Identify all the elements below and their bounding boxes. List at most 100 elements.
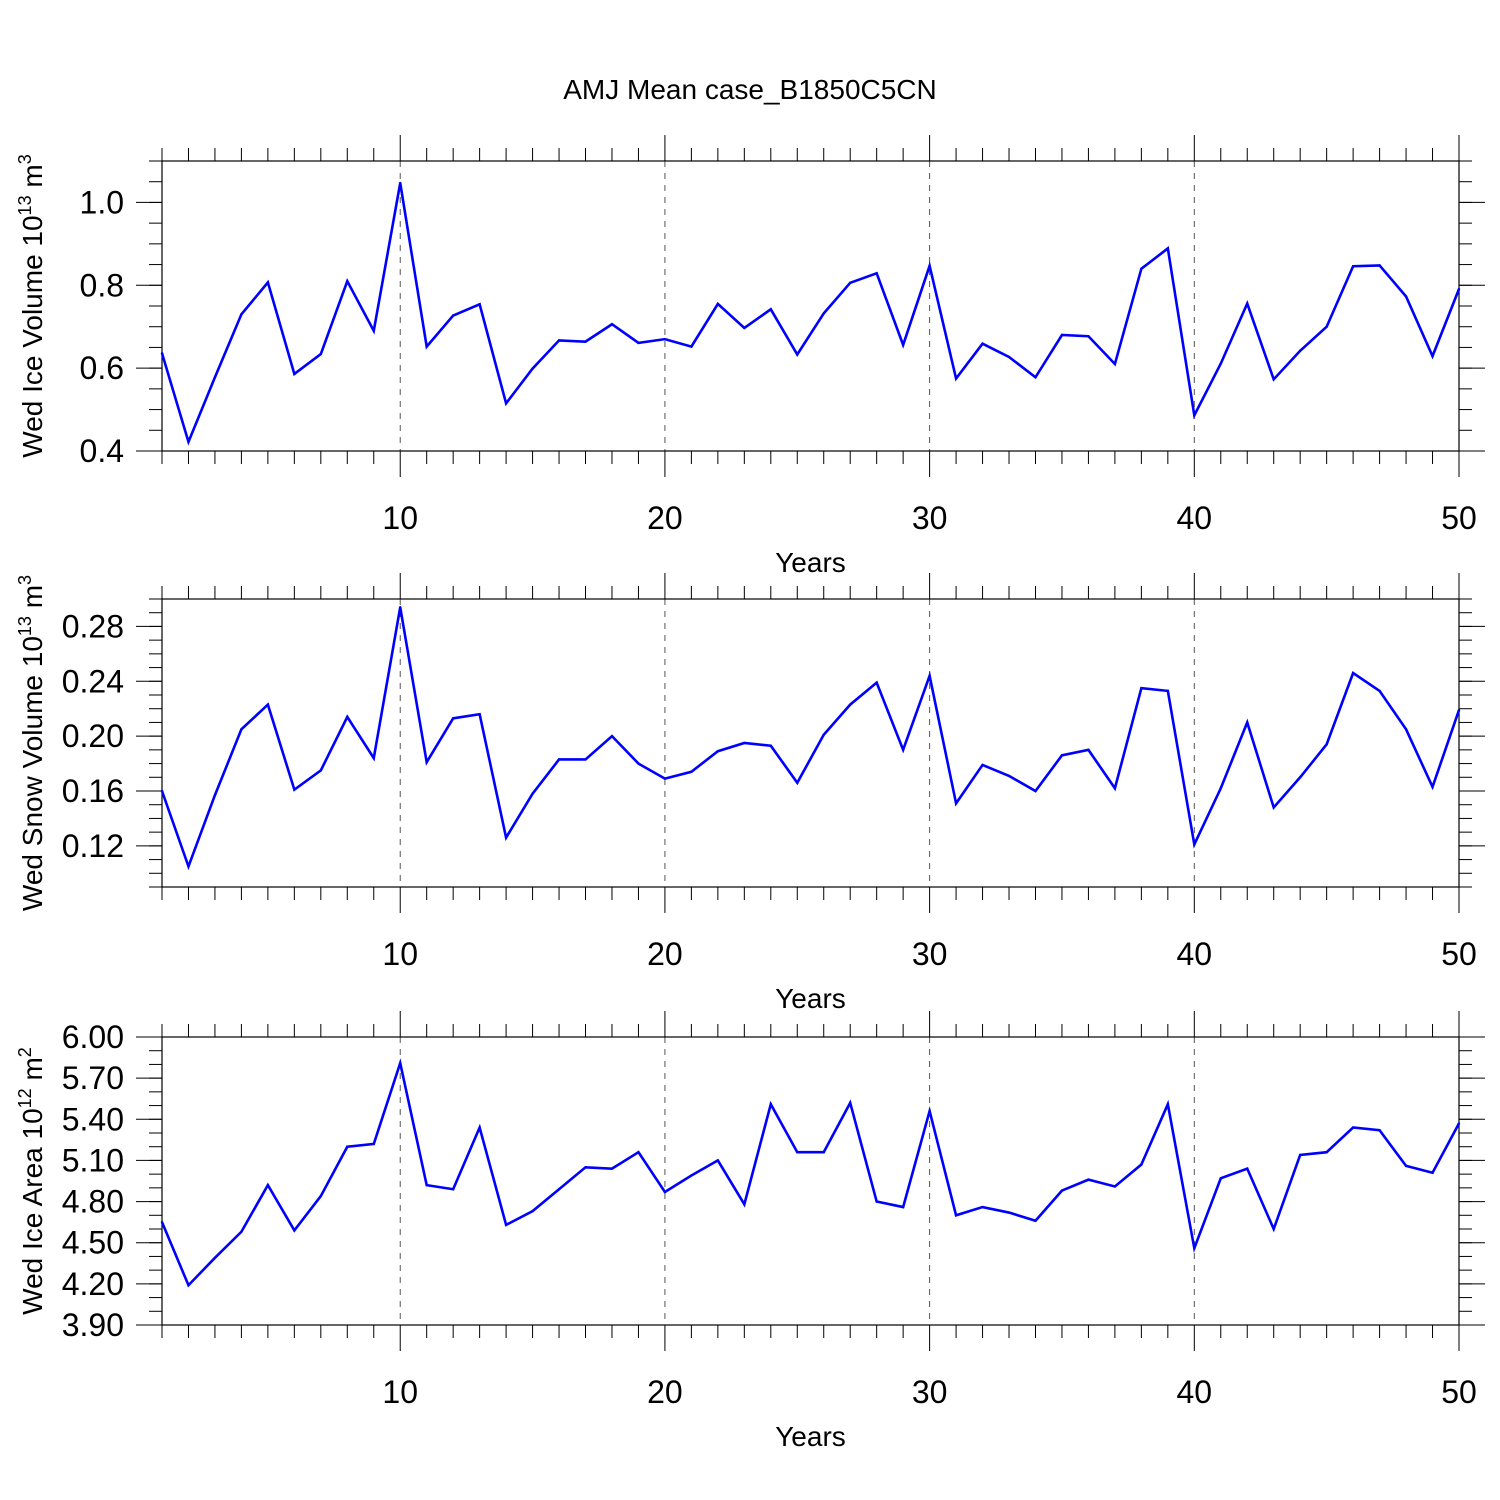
data-point [1193,843,1196,846]
data-point [1298,349,1302,352]
x-tick-label: 20 [647,1374,683,1410]
data-point [160,352,164,355]
data-point [1404,1164,1408,1168]
data-point [399,181,402,185]
data-point [1246,302,1249,305]
data-point [1193,1247,1196,1250]
data-point [928,1109,931,1113]
y-tick-label: 0.8 [80,267,124,303]
data-point [213,376,217,379]
x-tick-label: 50 [1441,1374,1477,1410]
data-point [1034,789,1037,793]
y-tick-label: 4.50 [62,1225,124,1261]
data-point [928,264,931,268]
x-axis-label: Years [775,983,846,1014]
data-point [981,342,984,345]
data-point [1113,1185,1117,1188]
data-point [240,1230,243,1233]
data-point [1166,1103,1170,1106]
data-point [875,1200,878,1203]
data-point [240,728,243,731]
data-point [319,1194,323,1198]
data-point [769,744,772,747]
data-point [293,1229,296,1232]
data-point [451,314,455,317]
chart-title: AMJ Mean case_B1850C5CN [563,74,937,105]
y-tick-label: 0.20 [62,718,124,754]
data-point [504,836,508,839]
y-tick-label: 0.28 [62,608,124,644]
data-point [451,717,455,720]
data-point [346,715,349,719]
data-point [822,312,825,315]
data-point [637,1151,640,1154]
data-point [319,352,323,356]
y-tick-label: 3.90 [62,1307,124,1343]
data-point [1166,247,1170,250]
data-point [187,865,190,868]
chart-panels: 10 20 30 40 50 0.4 0.6 0.8 1.0 Years Wed Ice Volum… [15,135,1485,1452]
data-point [1431,354,1434,358]
x-tick-label: 10 [382,500,418,536]
data-point [690,1174,693,1177]
data-point [1060,754,1064,757]
data-point [769,308,772,311]
y-tick-label: 0.24 [62,663,124,699]
data-point [663,1190,667,1194]
data-point [743,741,746,745]
panel-snow-volume: 10 20 30 40 50 0.12 0.16 0.20 0.24 0.28 Years Wed S… [15,573,1485,1014]
x-tick-label: 30 [912,936,948,972]
data-point [160,1220,164,1224]
data-point [451,1188,455,1191]
data-point [1272,806,1275,809]
y-axis-label: Wed Ice Area 1012 m2 [15,1047,48,1315]
data-point [478,303,481,306]
y-tick-label: 0.16 [62,773,124,809]
data-point [1034,376,1037,379]
data-point [1272,1227,1275,1231]
y-axis-label: Wed Snow Volume 1013 m3 [15,575,48,911]
data-point [1325,325,1328,328]
data-point [716,1159,720,1162]
data-point [610,1167,614,1170]
data-point [1298,776,1302,779]
data-point [1378,264,1381,267]
data-point [531,1209,534,1213]
data-point [240,313,243,316]
data-point [557,339,561,342]
data-point [187,1284,190,1287]
data-point [584,758,587,761]
data-point [849,281,852,284]
series-line [160,607,1461,871]
y-tick-label: 0.6 [80,350,124,386]
data-point [293,788,296,791]
data-point [1457,1122,1461,1125]
data-point [531,792,534,795]
data-point [1351,1126,1355,1129]
data-point [557,758,561,761]
panel-ice-area: 10 20 30 40 50 3.90 4.20 4.50 4.80 5.10 5.40 5.70 6.… [15,1011,1485,1452]
data-point [610,734,614,738]
data-point [1219,1177,1222,1180]
data-point [399,606,402,609]
data-point [1140,1163,1143,1166]
data-point [1140,686,1143,690]
x-tick-label: 30 [912,500,948,536]
data-point [266,703,270,706]
x-tick-label: 20 [647,500,683,536]
data-point [1034,1219,1037,1222]
x-axis-label: Years [775,547,846,578]
data-point [346,279,349,283]
data-point [346,1145,349,1148]
data-point [716,750,720,753]
data-point [425,761,428,764]
data-point [1246,721,1249,724]
data-point [425,1183,428,1187]
x-tick-label: 50 [1441,936,1477,972]
data-point [1140,267,1143,270]
data-point [690,345,693,348]
data-point [637,762,640,765]
x-tick-label: 10 [382,936,418,972]
data-point [796,1151,799,1154]
data-point [822,733,825,736]
